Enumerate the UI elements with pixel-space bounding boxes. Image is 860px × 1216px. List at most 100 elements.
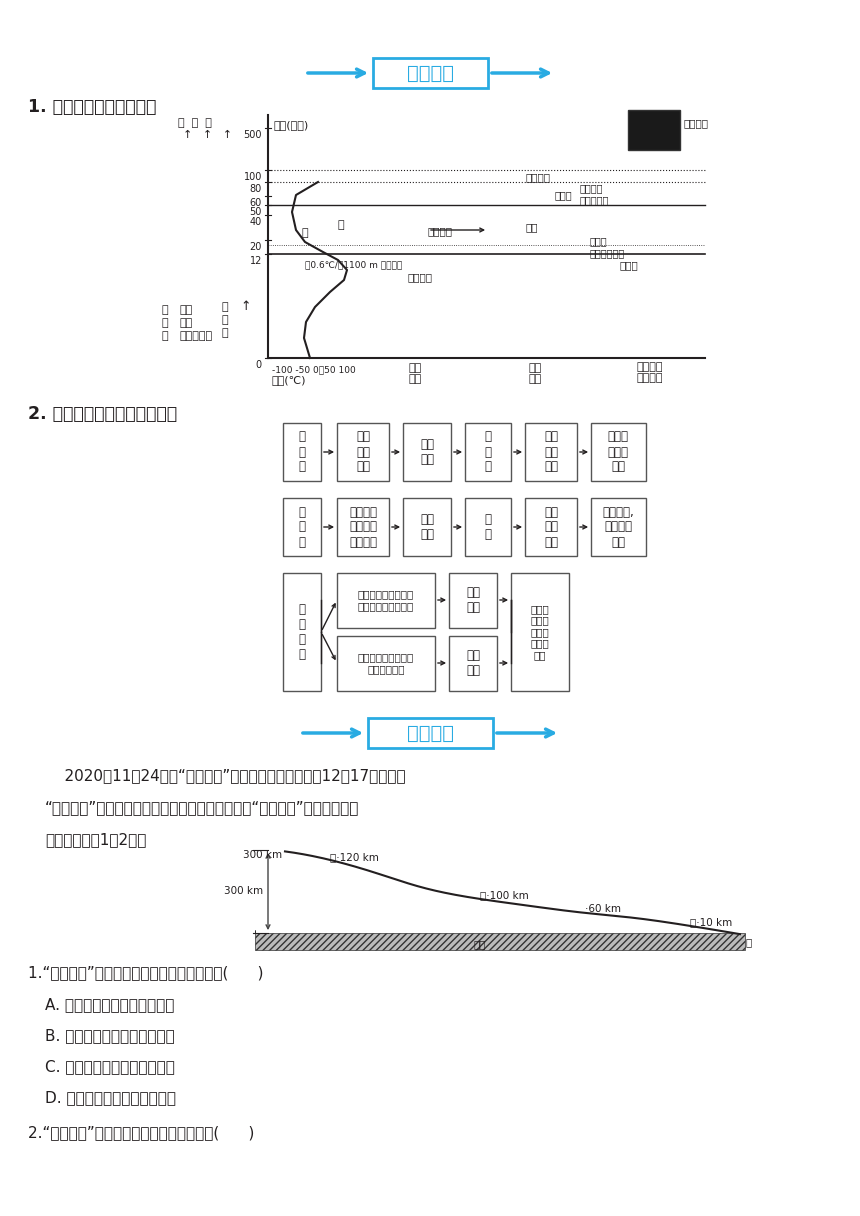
Bar (337, 636, 435, 691)
Text: 低  小  少: 低 小 少 (178, 118, 212, 128)
Bar (449, 636, 497, 691)
Text: 500: 500 (243, 130, 262, 140)
Text: -100 -50 0热50 100: -100 -50 0热50 100 (272, 365, 356, 375)
Text: 热量源于
臭氧吸收
的紫外线: 热量源于 臭氧吸收 的紫外线 (349, 506, 377, 548)
Text: 复杂多变: 复杂多变 (408, 272, 433, 282)
Bar (449, 573, 497, 627)
Bar (403, 499, 451, 556)
Bar (337, 499, 389, 556)
Text: 温度(℃): 温度(℃) (272, 375, 306, 385)
Text: 冷: 冷 (302, 229, 309, 238)
Text: 下冷
上热: 下冷 上热 (420, 513, 434, 541)
Text: 对流
运动
显著: 对流 运动 显著 (544, 430, 558, 473)
Text: 反射地面: 反射地面 (580, 182, 604, 193)
Bar (591, 499, 646, 556)
Text: ·60 km: ·60 km (585, 905, 621, 914)
Text: 下层热量来源于平流
层臭氧吸收的紫外线: 下层热量来源于平流 层臭氧吸收的紫外线 (358, 590, 415, 610)
Bar (525, 423, 577, 482)
Text: A. 对流层、平流层、高层大气: A. 对流层、平流层、高层大气 (45, 997, 175, 1012)
Text: 晴朗: 晴朗 (525, 223, 538, 232)
Text: 甲·120 km: 甲·120 km (330, 852, 379, 862)
Text: 与人类活: 与人类活 (636, 362, 663, 372)
Text: 40: 40 (249, 216, 262, 227)
Text: 300 km: 300 km (224, 886, 263, 896)
Bar (511, 573, 569, 691)
Text: 下热
上冷: 下热 上冷 (466, 586, 480, 614)
Text: 大: 大 (222, 315, 229, 325)
Text: 臭氧层: 臭氧层 (590, 236, 608, 246)
Bar (373, 58, 488, 88)
Text: 对
流
层: 对 流 层 (298, 430, 305, 473)
Bar (337, 573, 435, 627)
Text: 丙·100 km: 丙·100 km (480, 890, 529, 900)
Text: 上冷
下热: 上冷 下热 (420, 438, 434, 466)
Text: 电离层: 电离层 (555, 190, 573, 199)
Text: 戊: 戊 (745, 938, 752, 947)
Text: 压密度杂质: 压密度杂质 (180, 331, 213, 340)
Text: 不
稳
定: 不 稳 定 (484, 430, 492, 473)
Text: 大气: 大气 (180, 305, 194, 315)
Bar (465, 423, 511, 482)
Text: 2020年11月24日，“幦娥五号”探测器成功发射升空。12月17日凌晨，: 2020年11月24日，“幦娥五号”探测器成功发射升空。12月17日凌晨， (45, 769, 406, 783)
Text: 大: 大 (162, 319, 169, 328)
Text: 高: 高 (162, 305, 169, 315)
Text: 高度(千米): 高度(千米) (273, 120, 308, 130)
Text: 下冷
上热: 下冷 上热 (466, 649, 480, 677)
Text: “幦娥五号”携带月壤返回地球并安全着陆。下图为“幦娥五号”返回路线示意: “幦娥五号”携带月壤返回地球并安全着陆。下图为“幦娥五号”返回路线示意 (45, 800, 359, 815)
Text: 80: 80 (249, 184, 262, 195)
Text: 状况: 状况 (528, 375, 542, 384)
Text: 高: 高 (222, 302, 229, 313)
Text: D. 对流层、高层大气、平流层: D. 对流层、高层大气、平流层 (45, 1090, 176, 1105)
Text: 热量
源于
地面: 热量 源于 地面 (356, 430, 370, 473)
Text: ↑: ↑ (240, 300, 250, 313)
Text: C. 平流层、对流层、高层大气: C. 平流层、对流层、高层大气 (45, 1059, 175, 1074)
Text: B. 高层大气、平流层、对流层: B. 高层大气、平流层、对流层 (45, 1028, 175, 1043)
Text: 多: 多 (222, 328, 229, 338)
Text: 天气晴朗,
利于高空
飞行: 天气晴朗, 利于高空 飞行 (602, 506, 634, 548)
Text: 地面: 地面 (474, 939, 486, 948)
Text: 水气: 水气 (180, 319, 194, 328)
Text: 降0.6℃/共1100 m 对流运动: 降0.6℃/共1100 m 对流运动 (305, 260, 402, 269)
Text: 12: 12 (249, 257, 262, 266)
Text: 平
流
层: 平 流 层 (298, 506, 305, 548)
Text: 平流运动: 平流运动 (428, 226, 453, 236)
Text: 2.“幦娥五号”返回途中，可能发生的现象是(      ): 2.“幦娥五号”返回途中，可能发生的现象是( ) (28, 1125, 255, 1141)
Text: 天气现
象复杂
多变: 天气现 象复杂 多变 (607, 430, 629, 473)
Text: 人造卫星: 人造卫星 (525, 171, 550, 182)
Text: 图。据此完戝1～2题。: 图。据此完戝1～2题。 (45, 832, 146, 848)
Bar (283, 423, 321, 482)
Text: 丁·10 km: 丁·10 km (690, 917, 732, 927)
Text: 深化整合: 深化整合 (407, 63, 453, 83)
Polygon shape (255, 930, 745, 950)
Text: 对点训练: 对点训练 (407, 724, 453, 743)
Text: 60: 60 (249, 198, 262, 208)
Text: 利于高空飞行: 利于高空飞行 (590, 248, 625, 258)
Text: 1. 大气垂直分层及其特点: 1. 大气垂直分层及其特点 (28, 98, 157, 116)
Text: 运动: 运动 (408, 375, 421, 384)
Text: 高
层
大
气: 高 层 大 气 (298, 603, 305, 662)
Text: 电离层
对无线
电通信
有重要
作用: 电离层 对无线 电通信 有重要 作用 (531, 604, 550, 660)
Text: 热: 热 (338, 220, 345, 230)
Text: 300 km: 300 km (243, 850, 282, 860)
Bar (283, 499, 321, 556)
Text: 大气: 大气 (408, 364, 421, 373)
Bar (368, 717, 493, 748)
Bar (465, 499, 511, 556)
Bar (591, 423, 646, 482)
Text: 20: 20 (249, 242, 262, 252)
Bar (525, 499, 577, 556)
Text: 宇宙火箭: 宇宙火箭 (684, 118, 709, 128)
Text: 100: 100 (243, 171, 262, 182)
Text: 上层热量来源于氧原
子吸收紫外线: 上层热量来源于氧原 子吸收紫外线 (358, 652, 415, 674)
Bar (403, 423, 451, 482)
Text: 2. 各层大气的热量来源及特点: 2. 各层大气的热量来源及特点 (28, 405, 177, 423)
Text: 平流
运动
为主: 平流 运动 为主 (544, 506, 558, 548)
Text: 稳
定: 稳 定 (484, 513, 492, 541)
Text: 1.“幦娥五号”升空过程中依次经过的大气层是(      ): 1.“幦娥五号”升空过程中依次经过的大气层是( ) (28, 966, 263, 980)
Text: 无线电短波: 无线电短波 (580, 195, 610, 206)
Bar (283, 573, 321, 691)
Text: 天气: 天气 (528, 364, 542, 373)
Text: 最密切: 最密切 (620, 260, 639, 270)
Bar (337, 423, 389, 482)
Text: 气: 气 (162, 331, 169, 340)
